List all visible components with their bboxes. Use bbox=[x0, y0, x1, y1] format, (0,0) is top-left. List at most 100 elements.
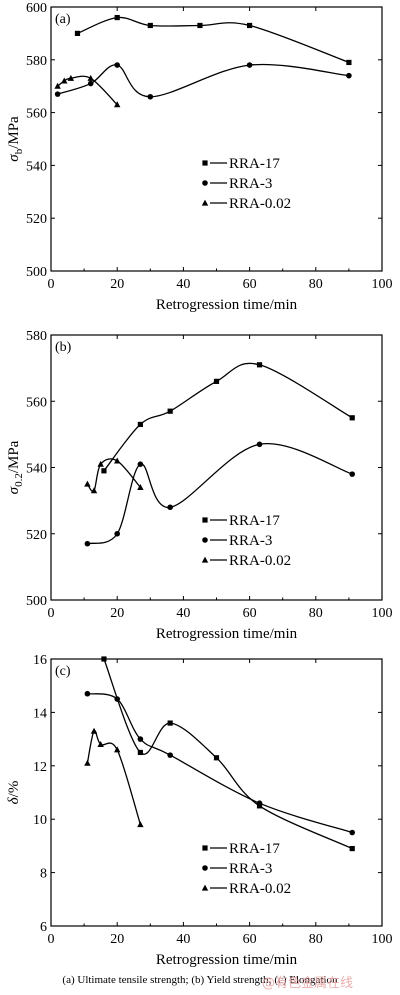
y-tick-label: 14 bbox=[33, 706, 47, 721]
series-line-RRA-0.02 bbox=[86, 458, 141, 493]
data-point-RRA-17 bbox=[197, 22, 203, 29]
y-tick-label: 600 bbox=[26, 1, 47, 16]
data-point-RRA-17 bbox=[137, 749, 143, 756]
data-point-RRA-0.02 bbox=[84, 759, 91, 766]
data-point-RRA-3 bbox=[114, 696, 120, 702]
chart-panel-1: 0 20 40 60 80 100 500 520 540 560 580 600 (a) Retrogr… bbox=[6, 1, 393, 313]
data-point-RRA-0.02 bbox=[114, 457, 121, 464]
data-point-RRA-0.02 bbox=[87, 74, 94, 81]
data-point-RRA-0.02 bbox=[97, 741, 104, 748]
data-point-RRA-17 bbox=[74, 30, 81, 36]
series-line-RRA-17 bbox=[103, 658, 353, 850]
legend-marker-RRA-0.02 bbox=[201, 199, 209, 206]
y-axis-label-subscript: 0.2 bbox=[13, 473, 25, 487]
data-point-RRA-3 bbox=[137, 461, 144, 467]
x-tick-label: 0 bbox=[48, 932, 55, 947]
data-point-RRA-0.02 bbox=[137, 483, 144, 490]
chart-panel-2: 0 20 40 60 80 100 500 520 540 560 580 (b) Retrogress… bbox=[6, 329, 393, 642]
data-point-RRA-17 bbox=[346, 59, 352, 66]
x-axis-label: Retrogression time/min bbox=[156, 952, 298, 968]
series-line-RRA-17 bbox=[77, 16, 350, 64]
panel-label: (b) bbox=[55, 340, 72, 355]
x-tick-label: 40 bbox=[176, 277, 190, 292]
series-line-RRA-3 bbox=[57, 63, 349, 98]
data-point-RRA-17 bbox=[349, 845, 355, 852]
legend-label-RRA-0.02: RRA-0.02 bbox=[229, 881, 291, 897]
y-tick-label: 500 bbox=[26, 265, 47, 280]
data-point-RRA-17 bbox=[167, 408, 173, 414]
legend-label-RRA-0.02: RRA-0.02 bbox=[229, 553, 291, 569]
y-tick-label: 520 bbox=[26, 212, 47, 227]
legend-label-RRA-3: RRA-3 bbox=[229, 861, 272, 877]
x-axis-label: Retrogression time/min bbox=[156, 297, 298, 313]
y-axis-label: σb/MPa bbox=[6, 116, 25, 162]
figure-caption: (a) Ultimate tensile strength; (b) Yield… bbox=[62, 974, 338, 986]
x-tick-label: 100 bbox=[372, 932, 393, 947]
legend-marker-RRA-0.02 bbox=[201, 884, 209, 891]
data-point-RRA-0.02 bbox=[114, 101, 121, 108]
data-point-RRA-0.02 bbox=[97, 460, 104, 467]
legend-marker-RRA-17 bbox=[202, 517, 208, 523]
legend-label-RRA-3: RRA-3 bbox=[229, 533, 272, 549]
x-tick-label: 0 bbox=[48, 277, 55, 292]
data-point-RRA-17 bbox=[213, 378, 220, 384]
chart-panel-3: 0 20 40 60 80 100 6 8 10 12 14 16 (c) Retrogression t… bbox=[6, 653, 393, 968]
data-point-RRA-0.02 bbox=[54, 82, 61, 89]
legend-marker-RRA-17 bbox=[202, 845, 208, 851]
x-tick-label: 80 bbox=[309, 277, 323, 292]
x-tick-label: 20 bbox=[110, 606, 124, 621]
y-axis-label: δ/% bbox=[6, 781, 22, 805]
x-tick-label: 60 bbox=[243, 277, 257, 292]
data-point-RRA-17 bbox=[147, 22, 153, 29]
panel-label: (a) bbox=[55, 12, 71, 27]
x-tick-label: 20 bbox=[110, 277, 124, 292]
series-line-RRA-17 bbox=[103, 362, 353, 472]
data-point-RRA-17 bbox=[167, 720, 173, 726]
data-point-RRA-3 bbox=[147, 93, 154, 100]
data-point-RRA-17 bbox=[101, 656, 107, 662]
y-axis-label-subscript: b bbox=[13, 148, 25, 154]
data-point-RRA-3 bbox=[54, 91, 61, 97]
data-point-RRA-3 bbox=[346, 72, 352, 79]
data-point-RRA-3 bbox=[256, 800, 263, 806]
series-line-RRA-0.02 bbox=[57, 75, 118, 106]
y-tick-label: 540 bbox=[26, 159, 47, 174]
data-point-RRA-0.02 bbox=[67, 74, 75, 81]
watermark: @有色金属在线 bbox=[262, 976, 354, 991]
x-tick-label: 80 bbox=[309, 606, 323, 621]
y-axis-label-unit: /MPa bbox=[6, 116, 22, 149]
legend-label-RRA-3: RRA-3 bbox=[229, 176, 272, 192]
data-point-RRA-17 bbox=[213, 755, 220, 761]
y-axis-label: σ0.2/MPa bbox=[6, 440, 25, 494]
data-point-RRA-3 bbox=[349, 829, 356, 836]
x-tick-label: 60 bbox=[243, 606, 257, 621]
data-point-RRA-3 bbox=[256, 441, 263, 448]
data-point-RRA-17 bbox=[101, 468, 107, 474]
y-tick-label: 540 bbox=[26, 462, 47, 477]
data-point-RRA-3 bbox=[114, 62, 120, 68]
data-point-RRA-17 bbox=[137, 421, 143, 428]
y-axis-label-symbol: σ bbox=[6, 154, 22, 162]
x-tick-label: 80 bbox=[309, 932, 323, 947]
data-point-RRA-17 bbox=[349, 415, 355, 421]
series-line-RRA-3 bbox=[87, 693, 353, 834]
plot-frame bbox=[50, 6, 383, 272]
legend-marker-RRA-0.02 bbox=[201, 556, 209, 563]
x-axis-label: Retrogression time/min bbox=[156, 626, 298, 642]
y-tick-label: 500 bbox=[26, 594, 47, 609]
legend-marker-RRA-3 bbox=[202, 537, 208, 543]
data-point-RRA-3 bbox=[84, 690, 91, 697]
data-point-RRA-0.02 bbox=[114, 746, 121, 753]
plot-frame bbox=[50, 658, 383, 927]
y-axis-label-symbol: σ bbox=[6, 486, 22, 494]
series-line-RRA-3 bbox=[87, 442, 353, 545]
data-point-RRA-3 bbox=[114, 530, 120, 537]
y-tick-label: 580 bbox=[26, 329, 47, 344]
legend-marker-RRA-3 bbox=[202, 180, 208, 186]
panel-label: (c) bbox=[55, 664, 71, 679]
data-point-RRA-0.02 bbox=[90, 727, 98, 734]
y-axis-label-unit: /% bbox=[6, 781, 22, 798]
legend-label-RRA-17: RRA-17 bbox=[229, 841, 280, 857]
y-tick-label: 520 bbox=[26, 528, 47, 543]
